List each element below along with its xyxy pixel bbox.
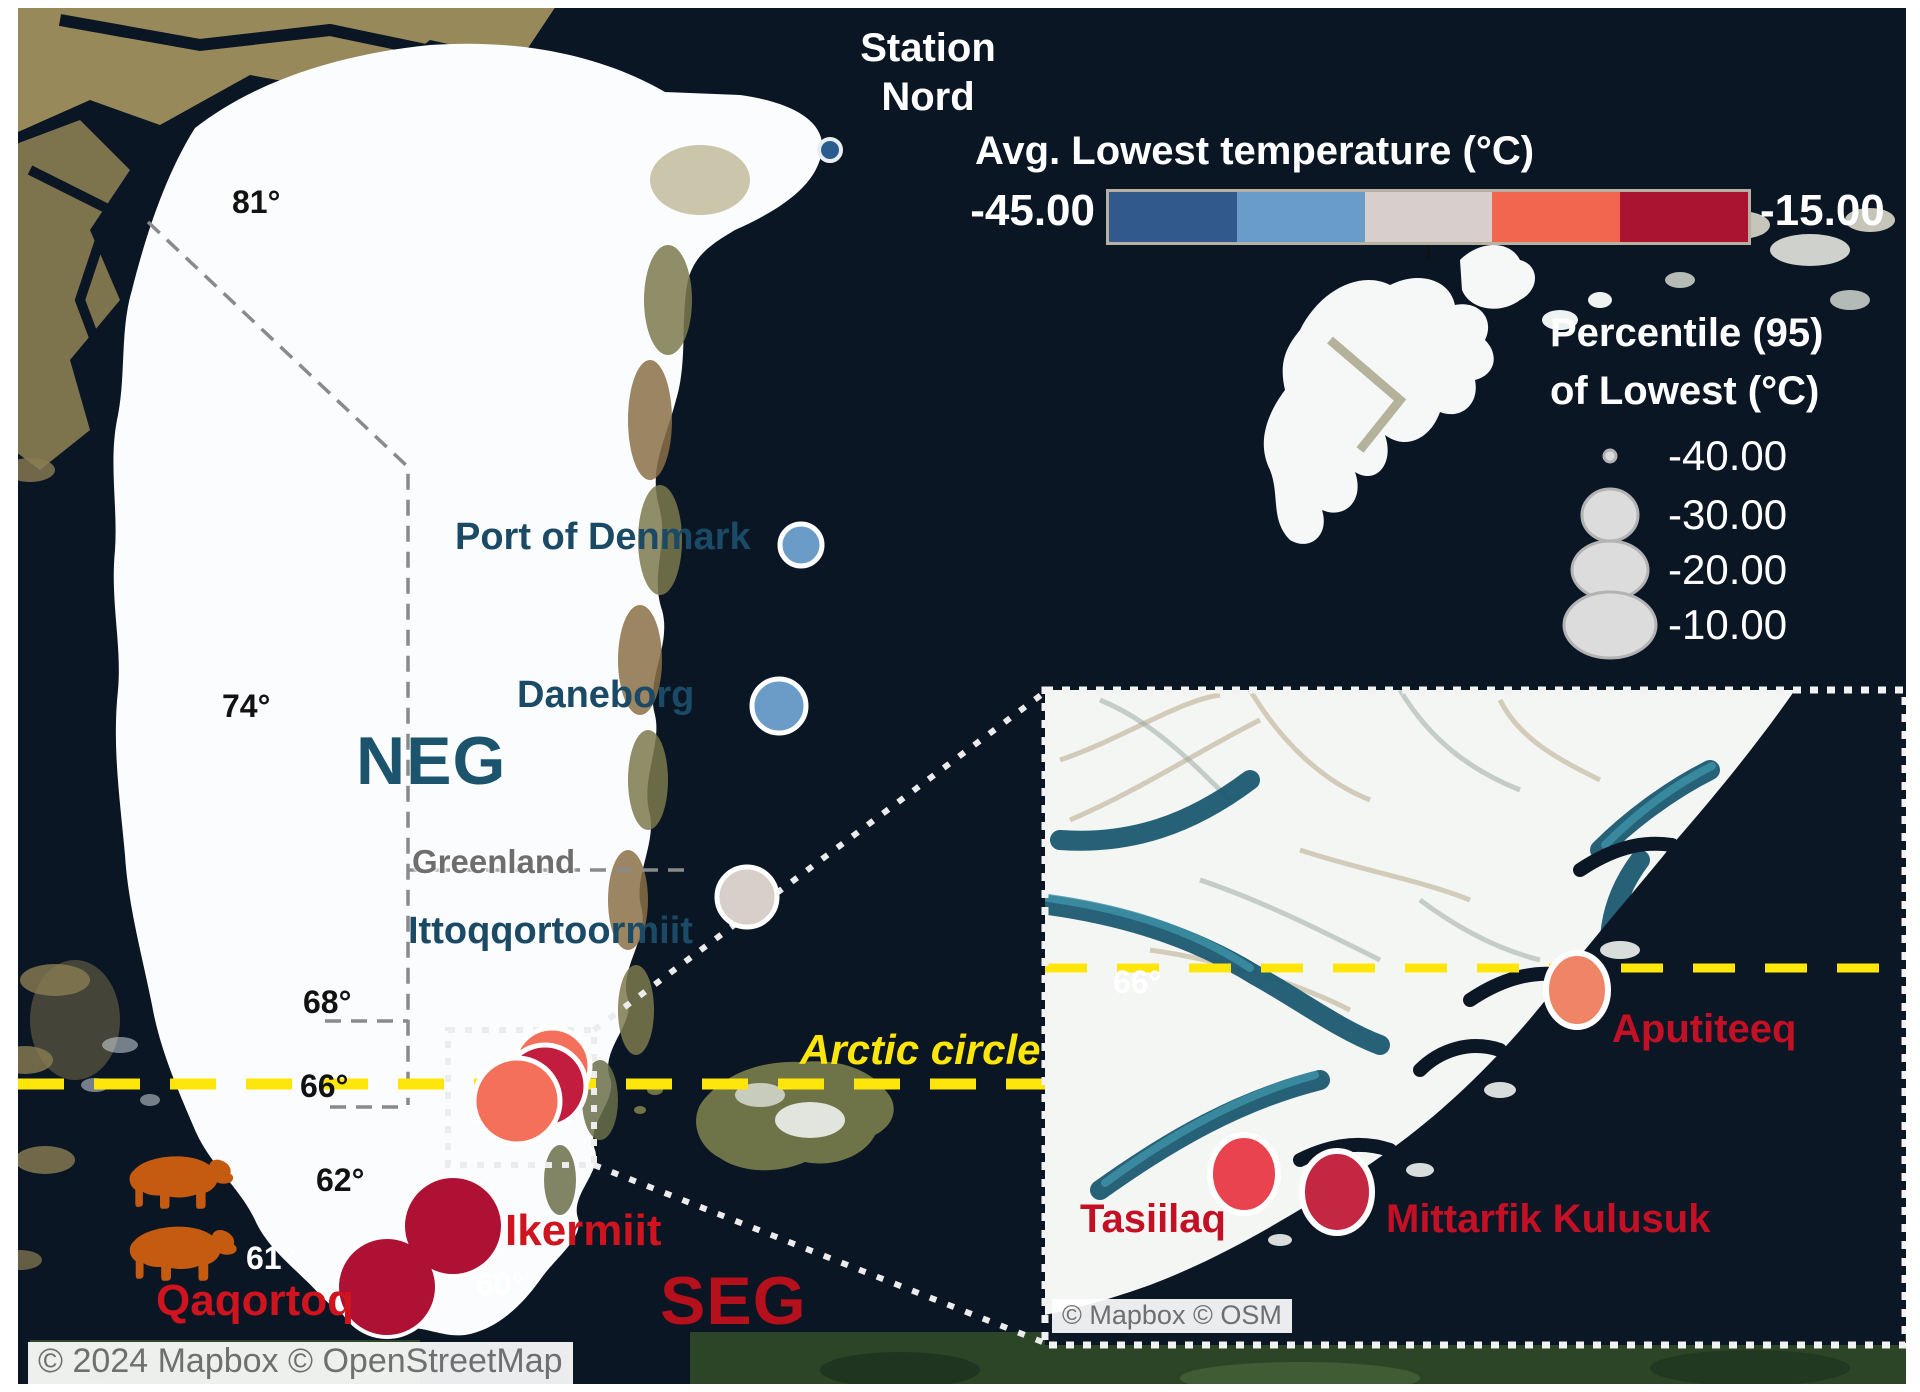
size-legend-title-line1: Percentile (95) (1550, 311, 1824, 355)
size-legend-label: -10.00 (1668, 601, 1788, 648)
temperature-legend-title: Avg. Lowest temperature (°C) (975, 129, 1535, 173)
station-marker-daneborg[interactable] (749, 676, 809, 736)
station-markers (335, 137, 843, 1339)
station-label-aputiteeq: Aputiteeq (1612, 1007, 1797, 1051)
station-label-mittarfik-kulusuk: Mittarfik Kulusuk (1386, 1197, 1711, 1241)
region-label-seg: SEG (660, 1263, 807, 1339)
station-label-ikermiit: Ikermiit (505, 1206, 662, 1255)
inset-islands (1268, 941, 1640, 1246)
station-label-ittoqqortoormiit: Ittoqqortoormiit (408, 910, 693, 952)
latitude-label-61: 61° (246, 1240, 295, 1276)
colorbar-segment (1236, 192, 1365, 242)
map-attribution[interactable]: © 2024 Mapbox © OpenStreetMap (28, 1342, 573, 1384)
size-legend-label: -20.00 (1668, 546, 1788, 593)
region-label-neg: NEG (356, 723, 507, 799)
size-legend-label: -30.00 (1668, 491, 1788, 538)
latitude-label-74: 74° (222, 688, 271, 724)
inset-latitude-label-66: 66° (1113, 964, 1162, 1000)
svalbard-islands (1263, 208, 1895, 544)
latitude-label-81: 81° (232, 184, 281, 220)
temperature-colorbar (1106, 189, 1751, 245)
station-marker-station-nord[interactable] (817, 137, 843, 163)
station-label-daneborg: Daneborg (517, 674, 695, 716)
inset-attribution[interactable]: © Mapbox © OSM (1052, 1299, 1292, 1334)
station-label-port-of-denmark: Port of Denmark (455, 516, 751, 558)
colorbar-segment (1620, 192, 1748, 242)
colorbar-mid-tick (1427, 245, 1430, 259)
station-marker-port-of-denmark[interactable] (777, 521, 825, 569)
colorbar-min-label: -45.00 (970, 186, 1095, 235)
station-marker-aputiteeq[interactable] (1543, 950, 1611, 1030)
inset-map[interactable] (1041, 686, 1909, 1349)
inset-fjords-light (1045, 762, 1716, 1187)
station-marker-qaqortoq-upper[interactable] (405, 1178, 501, 1274)
arctic-circle-label: Arctic circle (800, 1026, 1041, 1073)
latitude-label-68: 68° (303, 984, 352, 1020)
colorbar-segment (1109, 192, 1237, 242)
station-label-qaqortoq: Qaqortoq (156, 1276, 354, 1325)
station-marker-mittarfik-kulusuk[interactable] (1299, 1148, 1375, 1236)
station-marker-ikermiit-front[interactable] (471, 1055, 563, 1147)
colorbar-max-label: -15.00 (1760, 186, 1885, 235)
inset-border (1041, 686, 1909, 1349)
colorbar-segment (1492, 192, 1621, 242)
station-marker-qaqortoq-lower[interactable] (339, 1239, 435, 1335)
station-label-station-nord: Station Nord (860, 26, 996, 119)
station-label-tasiilaq: Tasiilaq (1080, 1197, 1226, 1241)
station-marker-ittoqqortoormiit[interactable] (714, 864, 780, 930)
colorbar-segment (1364, 192, 1493, 242)
latitude-label-62: 62° (316, 1162, 365, 1198)
latitude-label-66: 66° (300, 1068, 349, 1104)
size-legend-label: -40.00 (1668, 432, 1788, 479)
inset-ocean (1045, 690, 1905, 1345)
size-legend-swatches (1562, 448, 1658, 660)
inset-ridges (1099, 690, 1541, 963)
size-legend-title-line2: of Lowest (°C) (1550, 369, 1820, 413)
greenland-east-coast-texture (544, 145, 750, 1215)
latitude-label-60: 60° (476, 1266, 525, 1302)
station-marker-tasiilaq[interactable] (1207, 1132, 1281, 1216)
map-label-greenland: Greenland (412, 843, 576, 880)
inset-source-box (445, 689, 1047, 1346)
admin-border-dashed (146, 220, 693, 1109)
